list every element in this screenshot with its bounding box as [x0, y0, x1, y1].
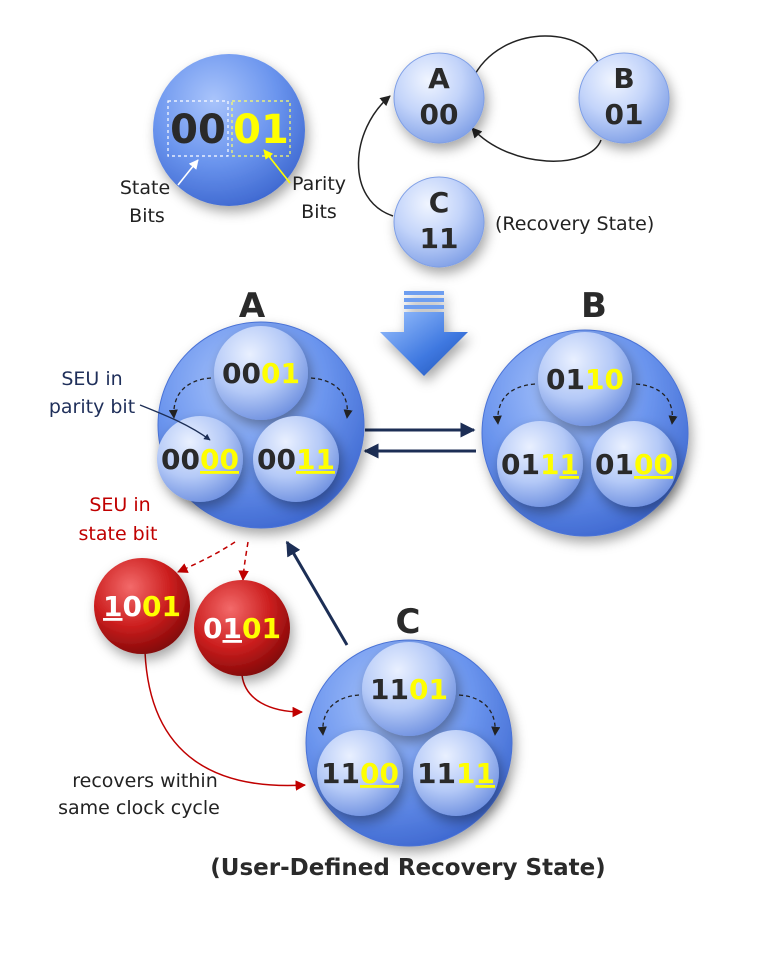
recover-arrow-err1 — [144, 651, 307, 791]
inner-arrow-b-right — [635, 383, 678, 425]
legend-state-circle: 00 01 — [153, 54, 305, 206]
seu-state-label-1: SEU in — [89, 494, 150, 516]
code-b-left: 0111 — [501, 448, 579, 481]
recovery-state-note: (Recovery State) — [495, 213, 654, 235]
parity-bits-label-2: Bits — [301, 201, 337, 223]
state-bits-box — [167, 100, 229, 157]
code-a-right: 0011 — [257, 443, 335, 476]
main-state-a-label: A — [239, 286, 266, 326]
small-state-c: C 11 — [393, 176, 485, 268]
seu-arrow-to-err1 — [177, 541, 236, 573]
inner-circle-b-right — [591, 421, 677, 507]
recover-label-2: same clock cycle — [58, 797, 220, 819]
error-state-1: 1001 — [94, 558, 190, 654]
inner-circle-b-top — [538, 332, 632, 426]
inner-arrow-c-right — [458, 694, 501, 736]
recover-label-1: recovers within — [72, 770, 217, 792]
inner-circle-a-top — [214, 326, 308, 420]
inner-circle-c-right — [413, 730, 499, 816]
code-a-left: 0000 — [161, 443, 239, 476]
small-arrow-c-to-a — [357, 95, 394, 217]
error-state-2: 0101 — [194, 580, 290, 676]
state-bits-pointer — [177, 159, 199, 186]
small-state-a-code: 00 — [420, 98, 459, 131]
seu-parity-label-1: SEU in — [61, 368, 122, 390]
inner-circle-c-top — [362, 642, 456, 736]
seu-parity-pointer — [139, 404, 211, 441]
small-arrow-a-to-b — [471, 35, 606, 81]
recover-arrow-err2 — [241, 674, 304, 718]
seu-parity-label-2: parity bit — [49, 396, 135, 418]
small-state-a-name: A — [428, 62, 450, 95]
parity-bits-pointer — [263, 149, 291, 184]
inner-circle-a-left — [157, 416, 243, 502]
error-state-1-code: 1001 — [103, 590, 181, 623]
seu-arrow-to-err2 — [238, 541, 249, 582]
code-b-top: 0110 — [546, 363, 624, 396]
parity-bits-box — [231, 100, 291, 157]
recovery-caption: (User-Defined Recovery State) — [210, 855, 605, 881]
small-state-b-name: B — [613, 62, 634, 95]
state-bits-label-1: State — [120, 177, 170, 199]
code-c-top: 1101 — [370, 673, 448, 706]
parity-bits-label-1: Parity — [292, 173, 346, 195]
inner-arrow-b-left — [492, 383, 536, 425]
code-c-right: 1111 — [417, 757, 495, 790]
inner-circle-c-left — [317, 730, 403, 816]
arrow-c-to-a — [285, 540, 349, 646]
transform-down-arrow — [380, 291, 468, 376]
code-b-right: 0100 — [595, 448, 673, 481]
small-state-b: B 01 — [578, 52, 670, 144]
legend-parity-bits: 01 — [233, 107, 289, 153]
legend-state-bits: 00 — [170, 107, 226, 153]
code-c-left: 1100 — [321, 757, 399, 790]
seu-state-label-2: state bit — [79, 523, 158, 545]
main-state-b-label: B — [581, 286, 607, 326]
small-state-c-name: C — [429, 186, 450, 219]
small-state-a: A 00 — [393, 52, 485, 144]
main-state-c-label: C — [396, 602, 421, 642]
small-arrow-b-to-a — [471, 127, 602, 162]
small-state-c-code: 11 — [420, 222, 459, 255]
code-a-top: 0001 — [222, 357, 300, 390]
inner-circle-a-right — [253, 416, 339, 502]
inner-arrow-c-left — [317, 694, 360, 736]
inner-circle-b-left — [497, 421, 583, 507]
error-state-2-code: 0101 — [203, 612, 281, 645]
small-state-b-code: 01 — [605, 98, 644, 131]
state-bits-label-2: Bits — [129, 205, 165, 227]
